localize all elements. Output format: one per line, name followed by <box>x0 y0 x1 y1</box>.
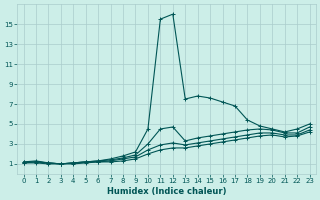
X-axis label: Humidex (Indice chaleur): Humidex (Indice chaleur) <box>107 187 226 196</box>
